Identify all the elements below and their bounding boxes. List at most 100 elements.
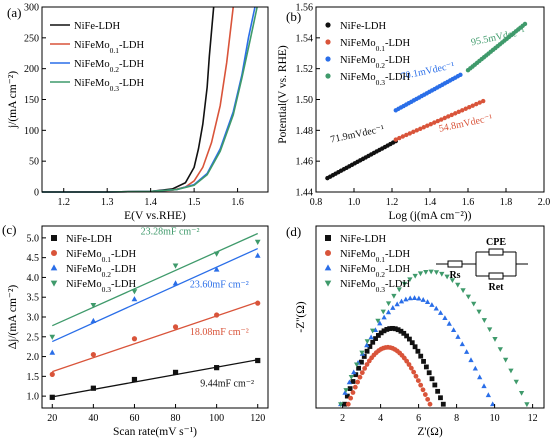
panel-d-data-point — [377, 320, 383, 326]
panel-d-data-point — [446, 320, 452, 326]
panel-a-y-tick-label: 100 — [24, 126, 39, 137]
panel-b-legend-marker — [325, 39, 331, 45]
panel-c-capacitance-annotation: 18.08mF cm⁻² — [190, 327, 249, 338]
panel-b-legend-marker — [325, 22, 331, 28]
panel-b-legend-label: NiFe-LDH — [340, 21, 386, 32]
panel-c-y-axis-title: Δj/(mA cm⁻²) — [7, 285, 19, 350]
panel-d-x-axis-title: Z'(Ω) — [417, 426, 442, 438]
panel-d-data-point — [427, 401, 433, 407]
panel-b-data-point — [439, 117, 444, 122]
panel-d-data-point — [359, 359, 364, 365]
panel-d-data-point — [381, 328, 387, 334]
panel-b-y-tick-label: 1.54 — [296, 33, 314, 44]
panel-b-x-axis-title: Log (j(mA cm⁻²)) — [389, 210, 472, 222]
panel-d-data-point — [411, 295, 418, 300]
panel-d-data-point — [409, 340, 415, 346]
panel-b-data-point — [407, 131, 412, 136]
panel-b-y-tick-label: 1.52 — [296, 64, 314, 75]
panel-d-data-point — [355, 379, 361, 385]
panel-d-data-point — [439, 271, 445, 277]
panel-d-data-point — [411, 369, 417, 375]
panel-b-slope-annotation: 71.9mVdec⁻¹ — [330, 123, 386, 145]
panel-b-data-point — [425, 123, 430, 128]
panel-d-legend-label: NiFe-LDH — [340, 234, 386, 245]
panel-a-series-line — [42, 6, 235, 193]
panel-d-x-tick-label: 8 — [454, 413, 459, 424]
panel-d-data-point — [420, 387, 426, 393]
panel-d-x-tick-label: 4 — [378, 413, 383, 424]
panel-c-x-tick-label: 80 — [171, 413, 181, 424]
panel-c-capacitance-annotation: 23.60mF cm⁻² — [190, 279, 249, 290]
panel-d-data-point — [378, 330, 384, 336]
panel-d-data-point — [455, 282, 461, 288]
panel-b-data-point — [474, 101, 479, 107]
panel-c-data-point — [255, 300, 261, 306]
panel-a-y-axis-title: j/(mA cm⁻²) — [7, 71, 19, 129]
panel-b-x-tick-label: 0.8 — [310, 197, 323, 208]
panel-d-data-point — [429, 302, 435, 307]
panel-b-data-point — [418, 126, 423, 131]
panel-b-data-point — [414, 128, 419, 133]
panel-c-data-point — [255, 357, 261, 364]
panel-d-data-point — [435, 388, 441, 394]
panel-d-data-point — [401, 281, 408, 287]
panel-d-data-point — [471, 301, 477, 307]
panel-b-data-point — [458, 72, 463, 78]
panel-d-data-point — [364, 348, 370, 354]
panel-d-data-point — [390, 325, 395, 331]
panel-d-data-point — [513, 379, 519, 385]
panel-d-legend-label: NiFeMo0.2-LDH — [340, 264, 410, 279]
panel-c-legend-label: NiFe-LDH — [66, 234, 112, 245]
panel-d-data-point — [401, 330, 407, 336]
panel-d-data-point — [406, 362, 412, 367]
panel-a-plot-frame — [41, 6, 269, 193]
panel-d-data-point — [392, 326, 398, 332]
panel-d-data-point — [342, 389, 348, 395]
panel-d-data-point — [345, 401, 351, 407]
panel-c-data-point — [172, 280, 179, 286]
panel-c-label: (c) — [2, 222, 16, 237]
panel-d-data-point — [485, 392, 491, 398]
panel-d-data-point — [415, 378, 421, 384]
panel-d-data-point — [348, 395, 354, 401]
panel-b-data-point — [467, 105, 472, 110]
panel-d-data-point — [353, 372, 359, 378]
panel-d-data-point — [375, 333, 381, 338]
circuit-cpe — [488, 248, 504, 256]
panel-d-data-point — [407, 295, 413, 301]
panel-b-data-point — [421, 125, 426, 130]
panel-c-legend-label: NiFeMo0.1-LDH — [66, 249, 136, 264]
panel-c-data-point — [172, 324, 179, 330]
panel-d-data-point — [424, 299, 431, 304]
panel-c-legend-marker — [50, 264, 58, 271]
panel-d-data-point — [396, 287, 402, 293]
panel-d-data-point — [524, 402, 530, 408]
panel-b-x-tick-label: 1.4 — [424, 197, 437, 208]
panel-d-data-point — [481, 383, 487, 389]
panel-d-data-point — [367, 344, 373, 349]
panel-c-y-tick-label: 5.0 — [27, 233, 40, 244]
panel-b-y-tick-label: 1.56 — [296, 3, 314, 14]
panel-d-data-point — [404, 358, 410, 364]
panel-d-data-point — [403, 296, 409, 302]
panel-c-chart: 23.28mF cm⁻² 23.60mF cm⁻² 18.08mF cm⁻² 9.44… — [2, 222, 269, 438]
panel-c-x-tick-label: 40 — [88, 413, 98, 424]
panel-d-data-point — [354, 362, 360, 368]
panel-d-data-point — [359, 350, 365, 356]
panel-d-data-point — [444, 274, 450, 280]
panel-b-data-point — [470, 103, 475, 108]
panel-d-data-point — [476, 309, 482, 315]
panel-c-x-axis-title: Scan rate(mV s⁻¹) — [113, 426, 197, 438]
panel-d-data-point — [398, 328, 404, 334]
panel-d-data-point — [508, 368, 514, 374]
panel-c-fit-line — [52, 247, 258, 343]
panel-c-data-point — [90, 303, 97, 309]
panel-d-data-point — [395, 327, 401, 333]
panel-a-y-tick-label: 250 — [24, 33, 39, 44]
panel-d-x-tick-label: 2 — [340, 413, 345, 424]
panel-b-data-point — [481, 98, 486, 104]
panel-b-data-point — [460, 108, 465, 113]
panel-d-data-point — [423, 364, 429, 370]
panel-a-series-line — [42, 6, 258, 193]
panel-d-data-point — [428, 269, 434, 275]
